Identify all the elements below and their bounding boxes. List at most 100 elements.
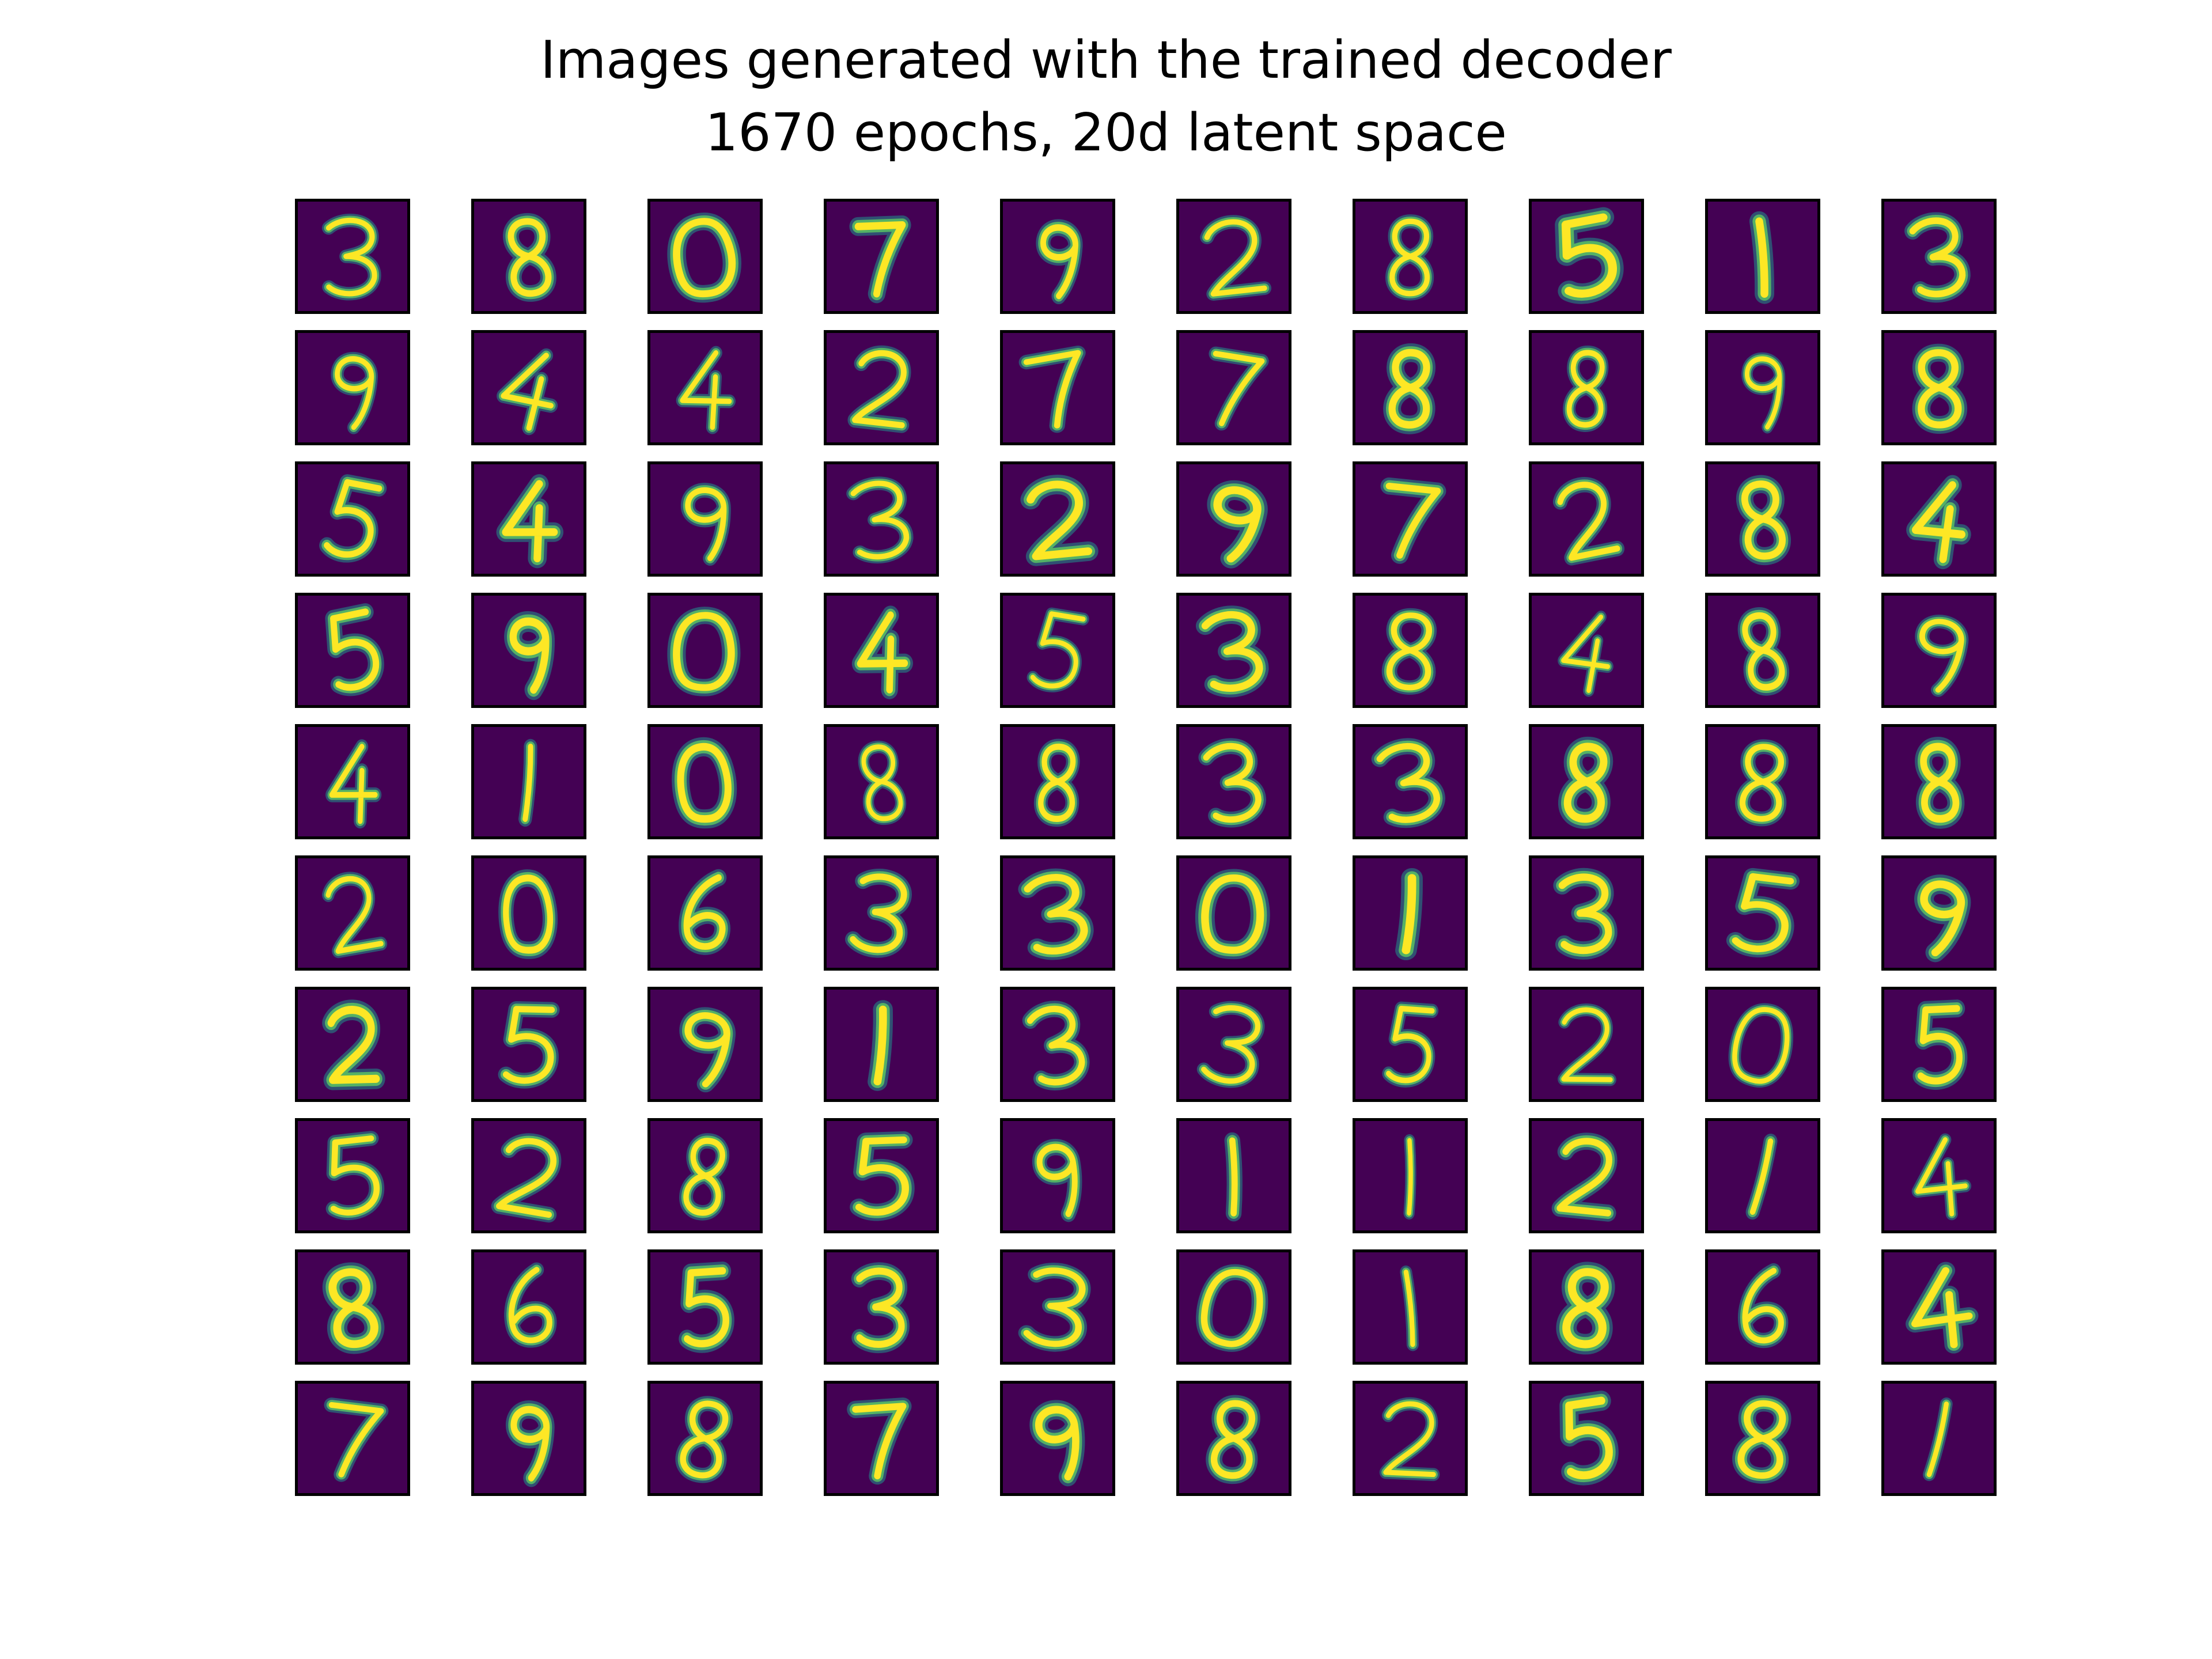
digit-glyph: [1915, 737, 1965, 829]
digit-glyph: [1915, 615, 1969, 697]
digit-image-r9c7: [1353, 1249, 1468, 1365]
digit-image-r4c7: [1353, 593, 1468, 708]
digit-image-r3c6: [1176, 461, 1291, 577]
digit-glyph: [1196, 1264, 1268, 1352]
digit-image-r9c5: [1000, 1249, 1115, 1365]
digit-glyph: [1552, 477, 1625, 566]
digit-image-r8c9: [1705, 1118, 1820, 1233]
digit-image-r5c1: [295, 724, 410, 839]
digit-image-r5c10: [1881, 724, 1997, 839]
digit-glyph: [1738, 1263, 1789, 1349]
digit-glyph: [672, 737, 737, 829]
digit-image-r5c4: [824, 724, 939, 839]
digit-image-r5c6: [1176, 724, 1291, 839]
digit-glyph: [676, 346, 736, 434]
digit-glyph: [1224, 1132, 1243, 1222]
digit-image-r10c10: [1881, 1381, 1997, 1496]
digit-glyph: [868, 1000, 893, 1091]
digit-image-r8c3: [647, 1118, 763, 1233]
digit-image-r7c8: [1529, 987, 1644, 1102]
digit-image-r9c3: [647, 1249, 763, 1365]
digit-glyph: [850, 1131, 915, 1221]
digit-image-r3c8: [1529, 461, 1644, 577]
digit-glyph: [498, 1001, 560, 1089]
digit-image-r7c4: [824, 987, 939, 1102]
digit-image-r8c10: [1881, 1118, 1997, 1233]
digit-image-r6c5: [1000, 855, 1115, 971]
digit-image-r9c10: [1881, 1249, 1997, 1365]
digit-image-r2c3: [647, 330, 763, 445]
digit-glyph: [496, 474, 564, 569]
digit-image-r5c2: [471, 724, 586, 839]
digit-glyph: [1395, 868, 1423, 960]
digit-glyph: [1558, 1003, 1616, 1086]
digit-glyph: [1382, 1001, 1439, 1088]
digit-glyph: [1906, 1262, 1979, 1354]
digit-image-r4c6: [1176, 593, 1291, 708]
digit-glyph: [1206, 1395, 1260, 1484]
digit-image-r3c9: [1705, 461, 1820, 577]
digit-glyph: [498, 869, 558, 959]
digit-image-r1c1: [295, 199, 410, 314]
digit-image-r8c8: [1529, 1118, 1644, 1233]
digit-glyph: [667, 213, 742, 303]
digit-glyph: [1207, 480, 1268, 569]
digit-glyph: [1912, 999, 1968, 1090]
digit-image-r1c3: [647, 199, 763, 314]
digit-image-r1c10: [1881, 199, 1997, 314]
digit-image-r6c7: [1353, 855, 1468, 971]
digit-image-r3c10: [1881, 461, 1997, 577]
digit-image-r7c5: [1000, 987, 1115, 1102]
digit-image-r10c2: [471, 1381, 586, 1496]
digit-image-r7c2: [471, 987, 586, 1102]
digit-glyph: [1911, 1133, 1972, 1221]
digit-image-r8c1: [295, 1118, 410, 1233]
digit-glyph: [319, 474, 387, 563]
digit-glyph: [847, 345, 911, 433]
digit-image-r5c3: [647, 724, 763, 839]
digit-image-r6c6: [1176, 855, 1291, 971]
digit-glyph: [1923, 1397, 1953, 1482]
digit-image-r3c4: [824, 461, 939, 577]
digit-glyph: [846, 476, 914, 564]
digit-glyph: [497, 348, 558, 435]
digit-glyph: [322, 999, 385, 1090]
digit-glyph: [1200, 215, 1272, 301]
digit-image-r4c2: [471, 593, 586, 708]
digit-glyph: [322, 1262, 385, 1354]
digit-image-r7c7: [1353, 987, 1468, 1102]
digit-glyph: [679, 869, 730, 955]
digit-image-r7c3: [647, 987, 763, 1102]
digit-image-r10c5: [1000, 1381, 1115, 1496]
digit-image-r8c2: [471, 1118, 586, 1233]
digit-glyph: [503, 213, 556, 302]
digit-glyph: [1385, 214, 1434, 301]
digit-glyph: [1371, 738, 1446, 828]
digit-glyph: [1736, 475, 1791, 565]
digit-image-r10c1: [295, 1381, 410, 1496]
digit-glyph: [847, 1397, 912, 1485]
digit-glyph: [1018, 346, 1086, 433]
digit-image-r2c4: [824, 330, 939, 445]
digit-glyph: [1556, 1262, 1615, 1355]
digit-image-r3c3: [647, 461, 763, 577]
digit-glyph: [849, 215, 911, 304]
digit-image-r5c9: [1705, 724, 1820, 839]
digit-glyph: [1400, 1265, 1419, 1351]
digit-image-r6c1: [295, 855, 410, 971]
digit-glyph: [858, 740, 907, 825]
digit-glyph: [1195, 605, 1269, 698]
digit-glyph: [667, 607, 741, 696]
figure-title: Images generated with the trained decode…: [0, 24, 2212, 169]
digit-image-r1c4: [824, 199, 939, 314]
digit-image-r10c8: [1529, 1381, 1644, 1496]
digit-image-r6c3: [647, 855, 763, 971]
digit-glyph: [1745, 1133, 1778, 1220]
digit-image-r8c4: [824, 1118, 939, 1233]
digit-glyph: [1728, 1003, 1794, 1088]
digit-glyph: [679, 1133, 730, 1221]
digit-image-r1c8: [1529, 199, 1644, 314]
digit-glyph: [321, 213, 381, 301]
digit-glyph: [1563, 345, 1609, 432]
